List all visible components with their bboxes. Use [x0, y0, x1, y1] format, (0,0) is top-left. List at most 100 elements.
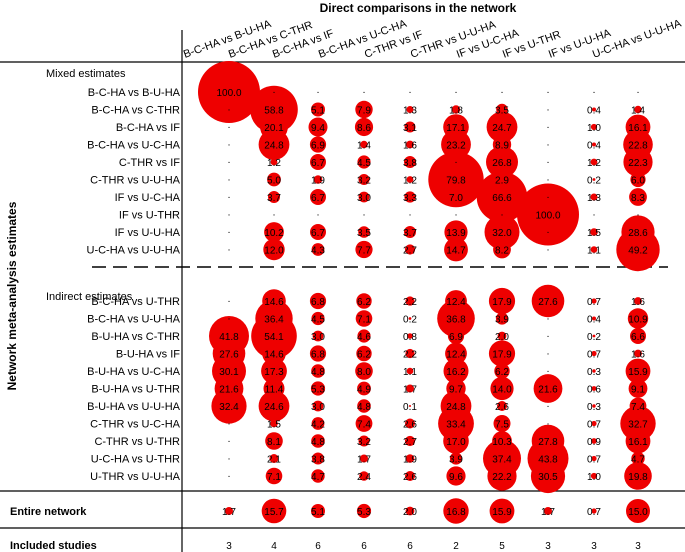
cell-value: 4.7 — [631, 455, 645, 466]
cell-value: 9.4 — [311, 123, 325, 134]
contribution-bubble — [446, 466, 466, 486]
contribution-bubble — [406, 384, 414, 393]
cell-value: . — [228, 173, 231, 184]
cell-value: 3.2 — [357, 437, 371, 448]
contribution-bubble — [262, 341, 286, 366]
cell-value: . — [317, 208, 320, 219]
cell-value: 0.2 — [587, 176, 601, 187]
y-axis-label: Network meta-analysis estimates — [5, 201, 19, 390]
contribution-bubble — [486, 146, 518, 178]
cell-value: 0.8 — [403, 332, 417, 343]
contribution-bubble — [590, 123, 598, 131]
cell-value: 0.2 — [587, 332, 601, 343]
indirect-row-label: C-THR vs U-THR — [94, 436, 180, 448]
cell-value: 6 — [407, 541, 413, 552]
contribution-bubble — [268, 191, 280, 203]
indirect-row-label: B-U-HA vs U-THR — [91, 384, 180, 396]
contribution-bubble — [311, 102, 325, 117]
contribution-bubble — [308, 117, 328, 137]
cell-value: 7.4 — [357, 420, 371, 431]
cell-value: 3.0 — [311, 332, 325, 343]
contribution-bubble — [447, 327, 465, 345]
contribution-bubble — [354, 117, 374, 137]
cell-value: 7.1 — [267, 472, 281, 483]
mixed-row-label: B-C-HA vs U-C-HA — [87, 140, 181, 152]
contribution-bubble — [405, 418, 415, 429]
cell-value: 22.2 — [492, 472, 512, 483]
cell-value: 4.3 — [311, 246, 325, 257]
cell-value: 11.4 — [265, 385, 284, 396]
cell-value: . — [228, 434, 231, 445]
cell-value: 6 — [361, 541, 367, 552]
cell-value: 0.6 — [587, 385, 601, 396]
cell-value: 1.2 — [267, 158, 281, 169]
cell-value: 9.1 — [631, 385, 645, 396]
contribution-bubble — [258, 390, 290, 422]
contribution-bubble — [488, 340, 516, 367]
contribution-bubble — [358, 435, 370, 447]
contribution-bubble — [404, 435, 416, 447]
contribution-bubble — [357, 155, 371, 169]
cell-value: 2.1 — [267, 455, 281, 466]
contribution-bubble — [311, 469, 325, 483]
cell-value: 32.4 — [219, 402, 239, 413]
contribution-bubble — [355, 362, 373, 380]
cell-value: 2.2 — [403, 297, 417, 308]
cell-value: . — [228, 138, 231, 149]
contribution-bubble — [405, 506, 415, 516]
cell-value: 43.8 — [538, 455, 558, 466]
cell-value: 10.9 — [628, 315, 648, 326]
cell-value: 0.9 — [587, 437, 601, 448]
cell-value: 4.8 — [311, 437, 325, 448]
contribution-bubble — [487, 461, 517, 491]
cell-value: . — [547, 329, 550, 340]
cell-value: . — [228, 103, 231, 114]
cell-value: 0.4 — [587, 106, 601, 117]
cell-value: . — [547, 399, 550, 410]
contribution-bubble — [406, 176, 414, 183]
cell-value: . — [228, 155, 231, 166]
cell-value: 1.0 — [587, 123, 601, 134]
cell-value: 1.7 — [357, 455, 371, 466]
cell-value: 8.3 — [631, 193, 645, 204]
mixed-row-label: U-C-HA vs U-U-HA — [87, 245, 181, 257]
cell-value: 100.0 — [216, 88, 241, 99]
cell-value: 20.1 — [264, 123, 284, 134]
contribution-bubble — [590, 246, 598, 253]
cell-value: 1.7 — [222, 507, 236, 518]
cell-value: 58.8 — [264, 106, 284, 117]
contribution-bubble — [476, 171, 528, 223]
cell-value: 4.5 — [357, 158, 371, 169]
cell-value: 27.8 — [538, 437, 558, 448]
contribution-bubble — [443, 498, 469, 524]
contribution-bubble — [311, 311, 325, 326]
cell-value: 0.7 — [587, 350, 601, 361]
contribution-bubble — [311, 434, 325, 448]
contribution-bubble — [592, 369, 596, 373]
cell-value: 6.9 — [311, 141, 325, 152]
mixed-row-label: B-C-HA vs B-U-HA — [88, 87, 181, 99]
cell-value: 9.7 — [449, 385, 463, 396]
cell-value: 16.1 — [628, 123, 648, 134]
contribution-bubble — [270, 158, 278, 166]
contribution-bubble — [437, 299, 475, 338]
contribution-bubble — [490, 376, 514, 401]
cell-value: 13.9 — [446, 228, 466, 239]
value-labels: 100.0.......... 58.8 5.1 7.9 1.3 1.8 3.5. 0.4 1.… — [216, 85, 648, 552]
contribution-bubble — [409, 405, 411, 407]
contribution-bubble — [634, 105, 642, 114]
cell-value: 0.2 — [403, 315, 417, 326]
contribution-bubble — [311, 417, 325, 430]
cell-value: 6.2 — [357, 297, 371, 308]
cell-value: 1.5 — [587, 228, 601, 239]
cell-value: 3.8 — [311, 455, 325, 466]
contribution-bubble — [592, 316, 596, 321]
contribution-bubble — [356, 503, 372, 519]
contribution-bubble — [404, 121, 416, 133]
contribution-bubble — [312, 330, 324, 342]
cell-value: 24.8 — [264, 141, 284, 152]
contribution-bubble — [629, 188, 647, 206]
contribution-bubble — [355, 240, 373, 259]
cell-value: . — [228, 312, 231, 323]
cell-value: 24.6 — [264, 402, 284, 413]
